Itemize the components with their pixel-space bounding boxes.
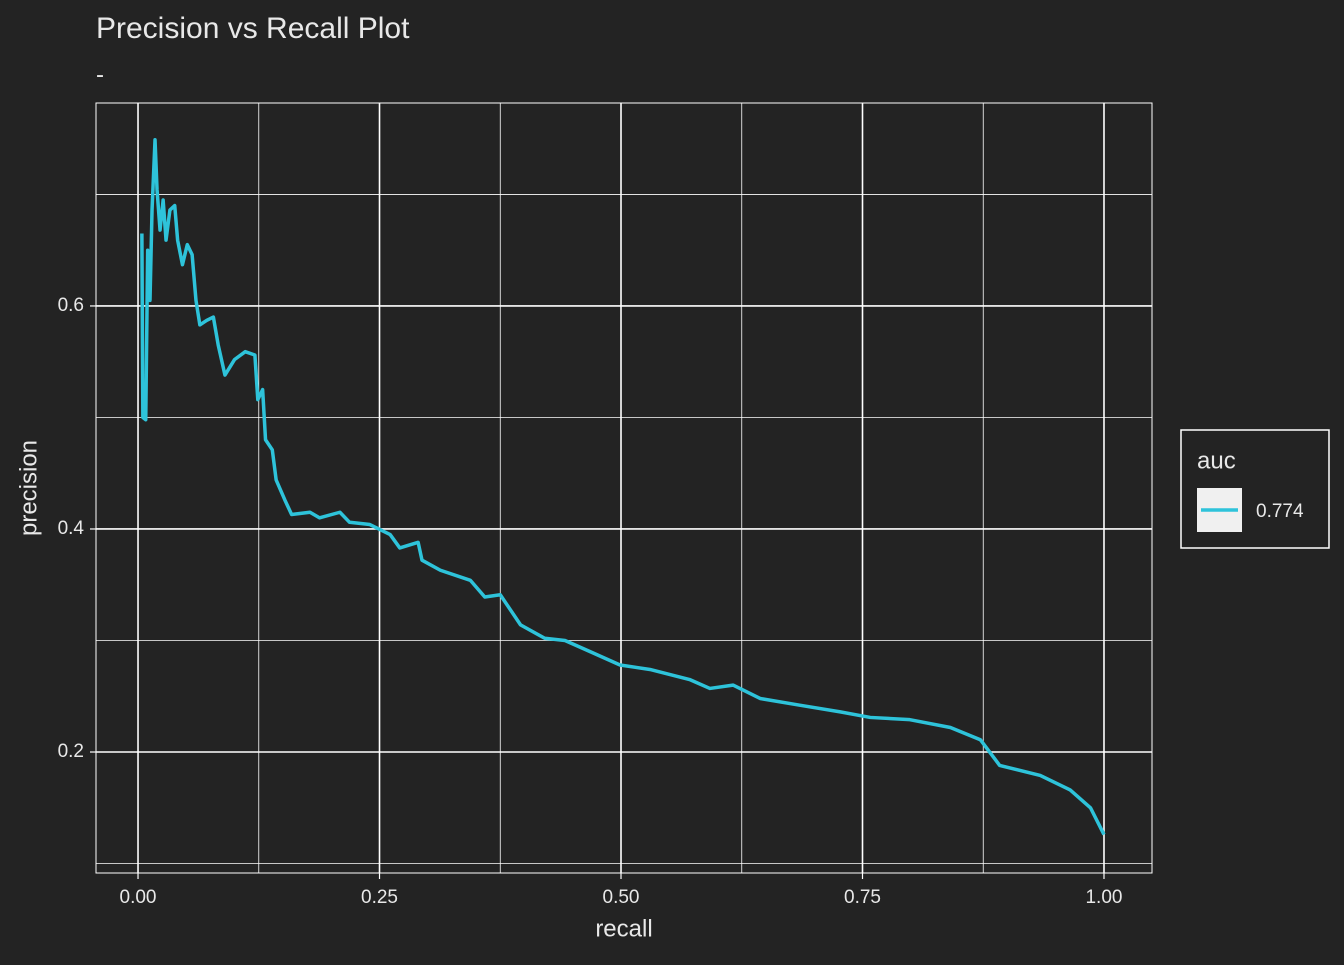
y-tick-label: 0.2 [58,741,84,762]
data-line [140,138,1106,836]
legend-box [1180,429,1330,549]
chart-title: Precision vs Recall Plot [96,12,410,45]
legend-title: auc [1197,447,1236,474]
panel [95,102,1153,874]
x-tick-label: 1.00 [1085,887,1122,908]
x-axis-label: recall [595,915,652,942]
x-tick-label: 0.75 [844,887,881,908]
y-tick-label: 0.4 [58,518,85,539]
legend-label: 0.774 [1256,501,1304,522]
x-tick-label: 0.25 [361,887,398,908]
x-tick-label: 0.00 [120,887,157,908]
chart-subtitle: - [96,61,104,88]
y-tick-label: 0.6 [58,295,84,316]
y-axis-label: precision [15,440,42,536]
x-tick-label: 0.50 [603,887,640,908]
